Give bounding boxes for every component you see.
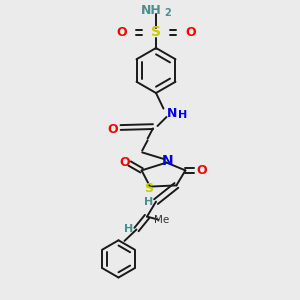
Text: S: S [151,26,161,39]
Text: H: H [178,110,187,121]
Text: O: O [185,26,196,39]
Text: 2: 2 [164,8,171,18]
Text: O: O [107,122,118,136]
Text: H: H [124,224,134,235]
Text: H: H [144,196,153,207]
Text: O: O [196,164,207,177]
Text: O: O [119,156,130,169]
Text: N: N [167,106,177,120]
Text: N: N [162,154,173,168]
Text: Me: Me [154,214,169,225]
Text: NH: NH [141,4,162,17]
Text: O: O [116,26,127,39]
Text: S: S [144,182,153,196]
